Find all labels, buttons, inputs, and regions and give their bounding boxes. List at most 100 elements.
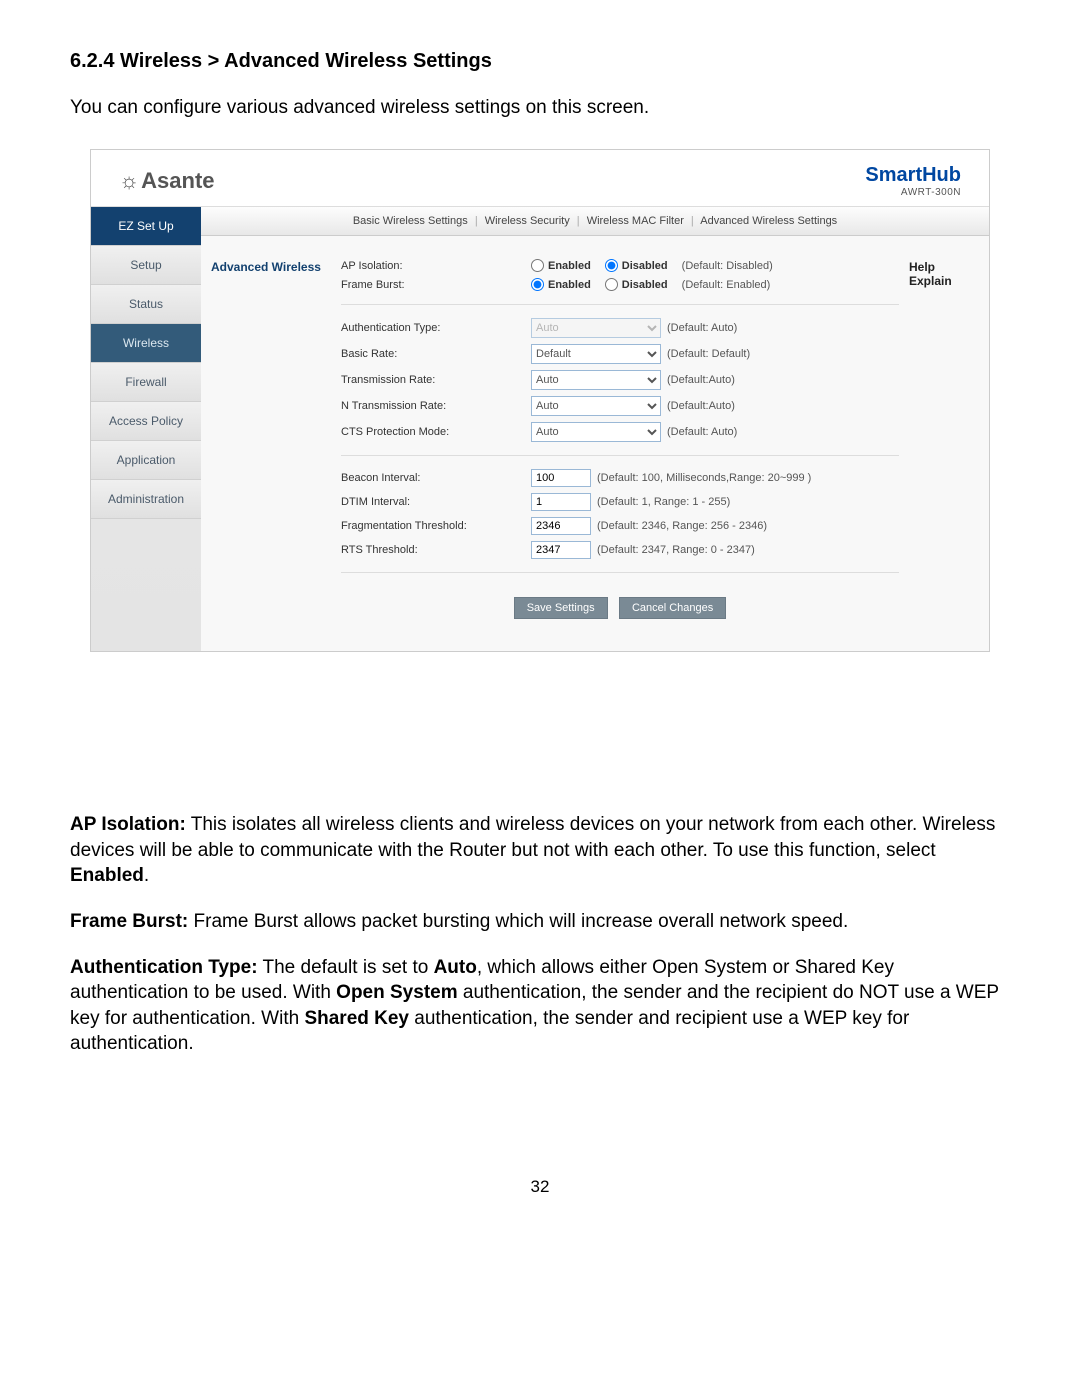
para-auth-body-1: The default is set to: [258, 957, 434, 978]
cts-mode-hint: (Default: Auto): [667, 426, 737, 438]
sidebar-item-setup[interactable]: Setup: [91, 246, 201, 285]
sidebar-item-administration[interactable]: Administration: [91, 480, 201, 519]
frame-burst-disabled-radio[interactable]: [605, 278, 618, 291]
para-frame-burst: Frame Burst: Frame Burst allows packet b…: [70, 909, 1010, 935]
subnav-security[interactable]: Wireless Security: [485, 215, 570, 227]
brand-name: Asante: [141, 168, 214, 193]
ap-isolation-disabled-radio[interactable]: [605, 259, 618, 272]
page-number: 32: [70, 1177, 1010, 1197]
auth-type-hint: (Default: Auto): [667, 322, 737, 334]
dtim-hint: (Default: 1, Range: 1 - 255): [597, 496, 730, 508]
sidebar-item-application[interactable]: Application: [91, 441, 201, 480]
dtim-input[interactable]: [531, 493, 591, 511]
button-row: Save Settings Cancel Changes: [341, 579, 899, 627]
auth-type-label: Authentication Type:: [341, 322, 531, 334]
sidebar-item-status[interactable]: Status: [91, 285, 201, 324]
frame-burst-enabled-radio[interactable]: [531, 278, 544, 291]
intro-text: You can configure various advanced wirel…: [70, 97, 1010, 119]
row-trans-rate: Transmission Rate: Auto (Default:Auto): [341, 367, 899, 393]
brand-logo: ☼Asante: [119, 168, 215, 194]
ap-isolation-enabled-label: Enabled: [548, 260, 591, 272]
row-dtim: DTIM Interval: (Default: 1, Range: 1 - 2…: [341, 490, 899, 514]
save-button[interactable]: Save Settings: [514, 597, 608, 619]
para-ap-isolation-body-2: .: [144, 865, 149, 886]
para-ap-isolation-title: AP Isolation:: [70, 814, 186, 835]
trans-rate-hint: (Default:Auto): [667, 374, 735, 386]
cts-mode-select[interactable]: Auto: [531, 422, 661, 442]
ap-isolation-enabled-radio[interactable]: [531, 259, 544, 272]
product-wrap: SmartHub AWRT-300N: [865, 164, 961, 198]
ap-isolation-hint: (Default: Disabled): [682, 260, 773, 272]
subnav-sep: |: [691, 215, 694, 227]
n-trans-rate-select[interactable]: Auto: [531, 396, 661, 416]
frame-burst-disabled-label: Disabled: [622, 279, 668, 291]
sidebar-item-wireless[interactable]: Wireless: [91, 324, 201, 363]
subnav-basic[interactable]: Basic Wireless Settings: [353, 215, 468, 227]
subnav-advanced[interactable]: Advanced Wireless Settings: [700, 215, 837, 227]
left-label-col: Advanced Wireless: [201, 252, 341, 627]
para-auth-title: Authentication Type:: [70, 957, 258, 978]
para-ap-isolation-body-1: This isolates all wireless clients and w…: [70, 814, 995, 861]
row-ap-isolation: AP Isolation: Enabled Disabled: [341, 256, 899, 275]
rts-hint: (Default: 2347, Range: 0 - 2347): [597, 544, 755, 556]
section-heading: 6.2.4 Wireless > Advanced Wireless Setti…: [70, 50, 1010, 73]
content-inner: Advanced Wireless AP Isolation: Enabled: [201, 236, 989, 651]
trans-rate-select[interactable]: Auto: [531, 370, 661, 390]
row-cts-mode: CTS Protection Mode: Auto (Default: Auto…: [341, 419, 899, 445]
para-auth-bold-1: Auto: [434, 957, 477, 978]
brand-icon: ☼: [119, 168, 139, 193]
form-group-radios: AP Isolation: Enabled Disabled: [341, 252, 899, 305]
rts-input[interactable]: [531, 541, 591, 559]
row-auth-type: Authentication Type: Auto (Default: Auto…: [341, 315, 899, 341]
para-auth-type: Authentication Type: The default is set …: [70, 955, 1010, 1058]
frag-hint: (Default: 2346, Range: 256 - 2346): [597, 520, 767, 532]
doc-paragraphs: AP Isolation: This isolates all wireless…: [70, 812, 1010, 1057]
beacon-label: Beacon Interval:: [341, 472, 531, 484]
subnav-sep: |: [475, 215, 478, 227]
frame-burst-label: Frame Burst:: [341, 279, 531, 291]
form-group-dropdowns: Authentication Type: Auto (Default: Auto…: [341, 311, 899, 456]
rts-label: RTS Threshold:: [341, 544, 531, 556]
beacon-input[interactable]: [531, 469, 591, 487]
product-model: AWRT-300N: [865, 187, 961, 198]
sidebar-item-ez-setup[interactable]: EZ Set Up: [91, 207, 201, 246]
form-col: AP Isolation: Enabled Disabled: [341, 252, 909, 627]
basic-rate-hint: (Default: Default): [667, 348, 750, 360]
frame-burst-hint: (Default: Enabled): [682, 279, 771, 291]
row-n-trans-rate: N Transmission Rate: Auto (Default:Auto): [341, 393, 899, 419]
help-explain-link[interactable]: Explain: [909, 274, 989, 288]
subnav-mac[interactable]: Wireless MAC Filter: [587, 215, 684, 227]
help-col: Help Explain: [909, 252, 989, 627]
ap-isolation-disabled-label: Disabled: [622, 260, 668, 272]
cancel-button[interactable]: Cancel Changes: [619, 597, 726, 619]
para-frame-burst-body: Frame Burst allows packet bursting which…: [188, 911, 848, 932]
panel-body: EZ Set Up Setup Status Wireless Firewall…: [91, 206, 989, 651]
para-auth-bold-3: Shared Key: [304, 1008, 409, 1029]
content-area: Basic Wireless Settings | Wireless Secur…: [201, 207, 989, 651]
row-beacon: Beacon Interval: (Default: 100, Millisec…: [341, 466, 899, 490]
form-group-textfields: Beacon Interval: (Default: 100, Millisec…: [341, 462, 899, 573]
help-title: Help: [909, 260, 989, 274]
frag-input[interactable]: [531, 517, 591, 535]
basic-rate-select[interactable]: Default: [531, 344, 661, 364]
subnav: Basic Wireless Settings | Wireless Secur…: [201, 207, 989, 236]
router-admin-panel: ☼Asante SmartHub AWRT-300N EZ Set Up Set…: [90, 149, 990, 652]
ap-isolation-label: AP Isolation:: [341, 260, 531, 272]
beacon-hint: (Default: 100, Milliseconds,Range: 20~99…: [597, 472, 811, 484]
para-frame-burst-title: Frame Burst:: [70, 911, 188, 932]
sidebar-item-firewall[interactable]: Firewall: [91, 363, 201, 402]
section-label: Advanced Wireless: [211, 260, 341, 274]
panel-topbar: ☼Asante SmartHub AWRT-300N: [91, 150, 989, 206]
sidebar-item-access-policy[interactable]: Access Policy: [91, 402, 201, 441]
basic-rate-label: Basic Rate:: [341, 348, 531, 360]
cts-mode-label: CTS Protection Mode:: [341, 426, 531, 438]
trans-rate-label: Transmission Rate:: [341, 374, 531, 386]
para-ap-isolation-bold-1: Enabled: [70, 865, 144, 886]
n-trans-rate-hint: (Default:Auto): [667, 400, 735, 412]
row-rts: RTS Threshold: (Default: 2347, Range: 0 …: [341, 538, 899, 562]
para-ap-isolation: AP Isolation: This isolates all wireless…: [70, 812, 1010, 889]
auth-type-select[interactable]: Auto: [531, 318, 661, 338]
row-frame-burst: Frame Burst: Enabled Disabled: [341, 275, 899, 294]
frame-burst-enabled-label: Enabled: [548, 279, 591, 291]
frag-label: Fragmentation Threshold:: [341, 520, 531, 532]
